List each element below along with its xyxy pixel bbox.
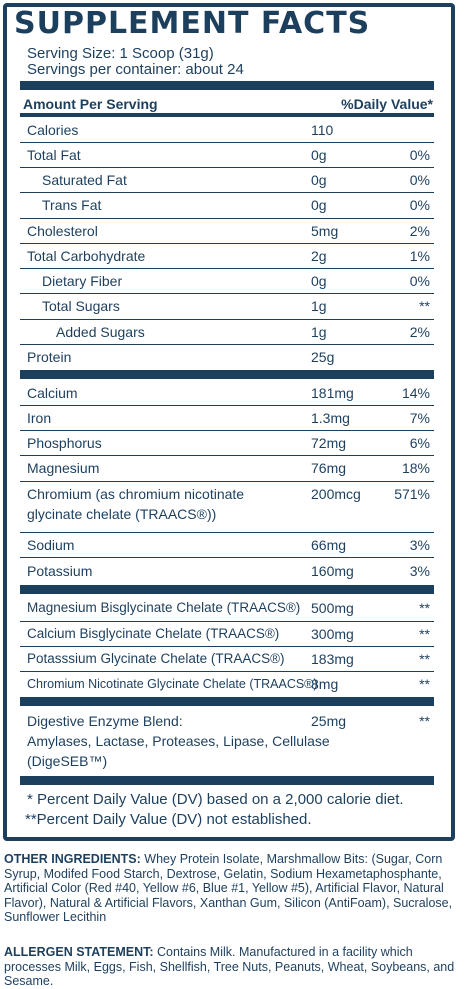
- supplement-facts-panel: [3, 3, 455, 841]
- ingredient-row-digestive-enzyme-blend: Digestive Enzyme Blend: Amylases, Lactase…: [27, 713, 430, 769]
- nutrient-row-phosphorus: Phosphorus 72mg 6%: [27, 435, 430, 451]
- nutrient-row-iron: Iron 1.3mg 7%: [27, 410, 430, 426]
- nutrient-row-sodium: Sodium 66mg 3%: [27, 537, 430, 553]
- row-divider: [20, 142, 434, 143]
- nutrient-row-protein: Protein 25g: [27, 349, 335, 365]
- row-divider: [20, 671, 434, 672]
- thick-divider: [20, 81, 434, 90]
- ingredient-row-calcium-bisglycinate: Calcium Bisglycinate Chelate (TRAACS®) 30…: [27, 626, 430, 642]
- row-divider: [20, 167, 434, 168]
- thick-divider: [20, 697, 434, 706]
- thick-divider: [20, 776, 434, 785]
- row-divider: [20, 293, 434, 294]
- row-divider: [20, 646, 434, 647]
- row-divider: [20, 218, 434, 219]
- other-ingredients: OTHER INGREDIENTS: Whey Protein Isolate,…: [4, 852, 464, 925]
- ingredient-row-chromium-nicotinate: Chromium Nicotinate Glycinate Chelate (T…: [27, 676, 430, 692]
- row-divider: [20, 430, 434, 431]
- serving-size: Serving Size: 1 Scoop (31g): [27, 45, 214, 62]
- nutrient-row-total-carbohydrate: Total Carbohydrate 2g 1%: [27, 248, 430, 264]
- row-divider: [20, 344, 434, 345]
- row-divider: [20, 319, 434, 320]
- panel-title: SUPPLEMENT FACTS: [14, 6, 371, 41]
- nutrient-row-total-fat: Total Fat 0g 0%: [27, 147, 430, 163]
- other-ingredients-label: OTHER INGREDIENTS:: [4, 852, 141, 866]
- column-header: Amount Per Serving %Daily Value*: [23, 96, 433, 112]
- nutrient-row-saturated-fat: Saturated Fat 0g 0%: [42, 172, 430, 188]
- allergen-statement-text: Contains Milk. Manufactured in a facilit…: [4, 945, 455, 988]
- thick-divider: [20, 370, 434, 379]
- nutrient-row-calories: Calories 110: [27, 122, 334, 138]
- nutrient-row-potassium: Potassium 160mg 3%: [27, 563, 430, 579]
- allergen-statement-label: ALLERGEN STATEMENT:: [4, 945, 154, 959]
- ingredient-row-potassium-glycinate: Potasssium Glycinate Chelate (TRAACS®) 18…: [27, 651, 430, 667]
- nutrient-row-cholesterol: Cholesterol 5mg 2%: [27, 223, 430, 239]
- nutrient-row-added-sugars: Added Sugars 1g 2%: [56, 324, 430, 340]
- row-divider: [20, 268, 434, 269]
- footnote-not-established: **Percent Daily Value (DV) not establish…: [25, 811, 312, 828]
- row-divider: [20, 557, 434, 558]
- medium-divider: [20, 113, 434, 117]
- amount-per-serving-label: Amount Per Serving: [23, 96, 158, 112]
- row-divider: [20, 621, 434, 622]
- row-divider: [20, 481, 434, 482]
- row-divider: [20, 405, 434, 406]
- nutrient-row-calcium: Calcium 181mg 14%: [27, 385, 430, 401]
- nutrient-row-dietary-fiber: Dietary Fiber 0g 0%: [42, 273, 430, 289]
- daily-value-label: %Daily Value*: [341, 96, 433, 112]
- other-ingredients-text: Whey Protein Isolate, Marshmallow Bits: …: [4, 852, 453, 924]
- ingredient-row-magnesium-bisglycinate: Magnesium Bisglycinate Chelate (TRAACS®)…: [27, 600, 430, 616]
- row-divider: [20, 243, 434, 244]
- allergen-statement: ALLERGEN STATEMENT: Contains Milk. Manuf…: [4, 945, 464, 989]
- servings-per-container: Servings per container: about 24: [27, 61, 244, 78]
- nutrient-row-trans-fat: Trans Fat 0g 0%: [42, 197, 430, 213]
- footnote-daily-value: * Percent Daily Value (DV) based on a 2,…: [27, 791, 404, 808]
- row-divider: [20, 455, 434, 456]
- nutrient-row-total-sugars: Total Sugars 1g **: [42, 298, 430, 314]
- thick-divider: [20, 585, 434, 594]
- nutrient-row-chromium: Chromium (as chromium nicotinate glycinat…: [27, 486, 430, 522]
- nutrient-row-magnesium: Magnesium 76mg 18%: [27, 460, 430, 476]
- row-divider: [20, 532, 434, 533]
- row-divider: [20, 192, 434, 193]
